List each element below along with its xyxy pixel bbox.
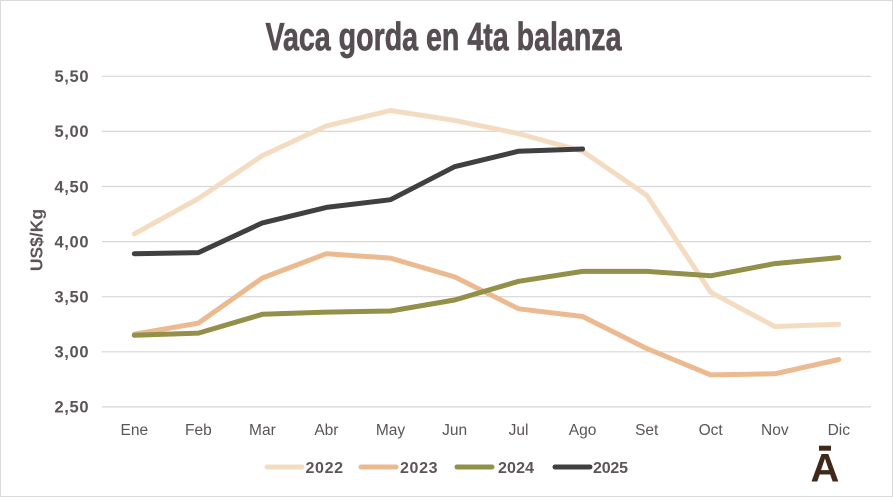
svg-text:Oct: Oct [699, 422, 724, 439]
svg-text:Jul: Jul [509, 422, 529, 439]
svg-text:Dic: Dic [828, 422, 851, 439]
svg-text:5,00: 5,00 [55, 123, 89, 141]
svg-text:A: A [811, 447, 840, 491]
svg-text:Feb: Feb [185, 422, 212, 439]
svg-text:5,50: 5,50 [55, 68, 89, 86]
svg-text:2023: 2023 [400, 460, 438, 477]
svg-text:Abr: Abr [314, 422, 338, 439]
svg-text:2022: 2022 [306, 460, 344, 477]
svg-text:Jun: Jun [442, 422, 467, 439]
svg-text:3,00: 3,00 [55, 344, 89, 362]
svg-text:4,00: 4,00 [55, 233, 89, 251]
svg-text:2024: 2024 [498, 460, 534, 477]
svg-text:Set: Set [635, 422, 659, 439]
svg-text:2,50: 2,50 [55, 399, 89, 417]
svg-text:US$/Kg: US$/Kg [27, 209, 47, 271]
svg-text:Ene: Ene [121, 422, 149, 439]
svg-text:Mar: Mar [249, 422, 276, 439]
svg-text:Nov: Nov [761, 422, 789, 439]
svg-text:2025: 2025 [593, 460, 628, 477]
svg-text:Ago: Ago [569, 422, 597, 439]
svg-text:May: May [376, 422, 406, 439]
svg-text:3,50: 3,50 [55, 289, 89, 307]
svg-text:4,50: 4,50 [55, 178, 89, 196]
svg-text:Vaca gorda en 4ta balanza: Vaca gorda en 4ta balanza [266, 16, 622, 59]
